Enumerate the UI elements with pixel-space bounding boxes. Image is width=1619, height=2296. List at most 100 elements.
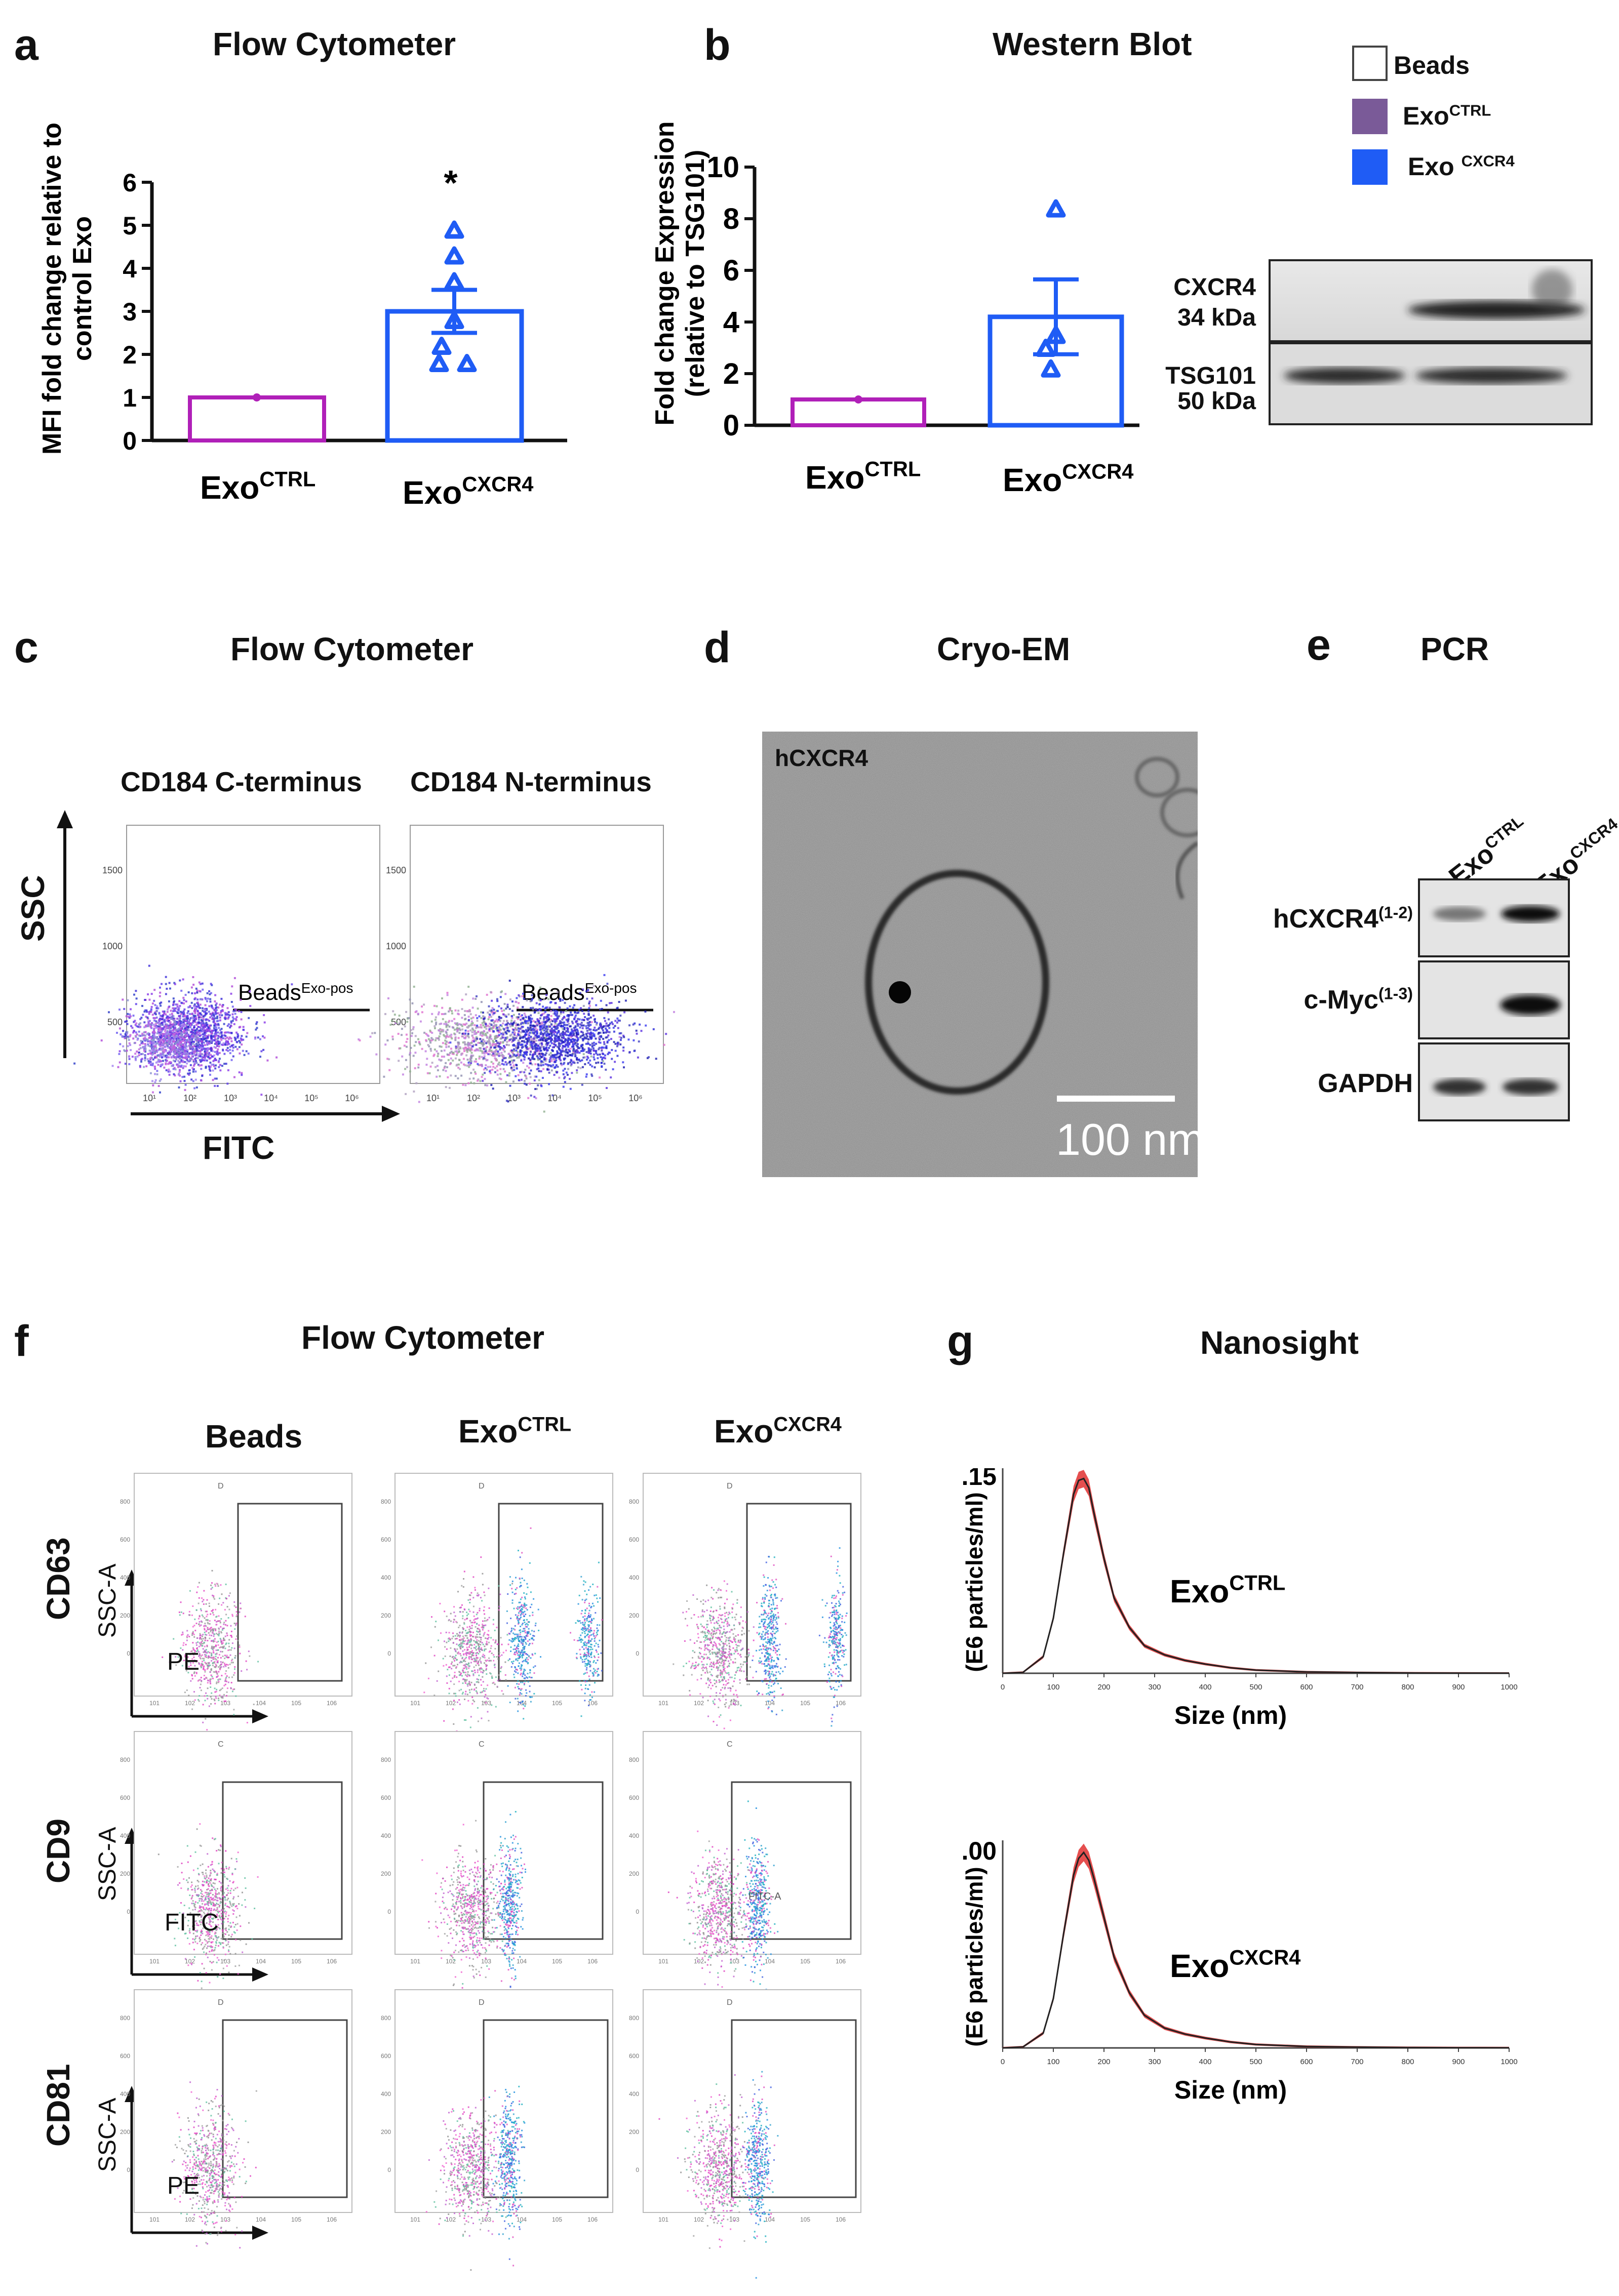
scatter-dot: [588, 1023, 590, 1026]
scatter-dot: [467, 1033, 469, 1035]
scatter-dot: [572, 1061, 574, 1064]
scatter-dot: [206, 1037, 209, 1039]
scatter-dot: [221, 1642, 223, 1644]
scatter-dot: [537, 1058, 539, 1061]
scatter-dot: [665, 1033, 667, 1035]
scatter-dot: [233, 1036, 236, 1039]
scatter-dot: [537, 1057, 539, 1059]
scatter-dot: [147, 993, 149, 995]
scatter-dot: [520, 1036, 523, 1039]
scatter-dot: [189, 1654, 191, 1655]
scatter-dot: [426, 1034, 429, 1036]
scatter-dot: [545, 1030, 548, 1032]
scatter-dot: [425, 1064, 428, 1066]
scatter-dot: [180, 1647, 182, 1649]
scatter-dot: [593, 1015, 595, 1017]
scatter-dot: [601, 1050, 603, 1052]
scatter-dot: [437, 1013, 440, 1016]
scatter-dot: [194, 997, 196, 999]
scatter-dot: [512, 1022, 515, 1025]
scatter-dot: [524, 1074, 526, 1077]
scatter-dot: [182, 1050, 184, 1053]
scatter-dot: [516, 1057, 519, 1059]
scatter-dot: [569, 1087, 572, 1090]
scatter-dot: [158, 1030, 160, 1032]
scatter-dot: [523, 997, 525, 1000]
scatter-dot: [167, 1070, 170, 1073]
scatter-dot: [144, 1038, 147, 1041]
gate-label: BeadsExo-pos: [522, 980, 637, 1005]
scatter-dot: [524, 1014, 527, 1017]
scatter-dot: [167, 1008, 169, 1011]
scatter-dot: [126, 1031, 129, 1033]
scatter-dot: [152, 1031, 154, 1033]
scatter-dot: [202, 1024, 204, 1027]
scatter-dot: [191, 992, 193, 994]
scatter-dot: [189, 1590, 191, 1592]
scatter-dot: [190, 1052, 193, 1054]
scatter-dot: [545, 1042, 548, 1044]
scatter-dot: [466, 1043, 469, 1046]
scatter-dot: [417, 1066, 420, 1069]
scatter-dot: [532, 1029, 534, 1031]
scatter-dot: [227, 1011, 230, 1014]
scatter-dot: [138, 1023, 140, 1026]
scatter-dot: [220, 997, 223, 1000]
scatter-dot: [159, 1038, 161, 1041]
scatter-dot: [446, 992, 449, 994]
scatter-dot: [160, 1001, 163, 1004]
scatter-dot: [196, 1591, 198, 1593]
scatter-dot: [185, 1054, 187, 1057]
scatter-dot: [203, 1059, 205, 1062]
scatter-dot: [178, 1086, 180, 1089]
scatter-dot: [217, 1634, 219, 1635]
scatter-dot: [554, 1021, 557, 1023]
scatter-dot: [225, 1583, 227, 1585]
scatter-dot: [576, 1049, 578, 1052]
scatter-dot: [561, 1026, 563, 1028]
scatter-dot: [213, 1635, 215, 1637]
scatter-dot: [479, 1080, 482, 1082]
scatter-dot: [523, 1058, 526, 1061]
scatter-dot: [219, 1016, 221, 1019]
scatter-dot: [583, 1019, 585, 1021]
scatter-dot: [210, 1032, 213, 1035]
scatter-dot: [215, 1031, 217, 1034]
scatter-dot: [554, 1028, 557, 1030]
scatter-dot: [180, 989, 183, 992]
scatter-dot: [523, 1051, 526, 1054]
scatter-dot: [185, 1048, 187, 1050]
scatter-dot: [122, 998, 124, 1001]
scatter-dot: [448, 1045, 450, 1048]
scatter-dot: [603, 1043, 606, 1045]
scatter-dot: [545, 1049, 548, 1051]
scatter-dot: [608, 1018, 610, 1021]
scatter-dot: [197, 1039, 200, 1041]
scatter-dot: [388, 1069, 391, 1071]
scatter-dot: [192, 1631, 194, 1633]
scatter-dot: [214, 1030, 217, 1032]
scatter-dot: [555, 1040, 557, 1042]
scatter-dot: [194, 1038, 196, 1040]
scatter-dot: [534, 1030, 536, 1033]
scatter-dot: [235, 1016, 238, 1018]
scatter-dot: [175, 1003, 177, 1005]
scatter-dot: [458, 1023, 461, 1025]
scatter-dot: [152, 1045, 154, 1048]
scatter-dot: [152, 1023, 155, 1026]
scatter-dot: [187, 991, 190, 993]
scatter-dot: [550, 1038, 552, 1040]
scatter-dot: [485, 1042, 487, 1044]
scatter-dot: [537, 1022, 540, 1024]
scatter-dot: [217, 1061, 220, 1063]
scatter-dot: [509, 1025, 511, 1028]
scatter-dot: [137, 1026, 140, 1028]
scatter-dot: [435, 1037, 438, 1039]
scatter-dot: [119, 1050, 121, 1053]
scatter-dot: [558, 1037, 561, 1040]
scatter-dot: [590, 1055, 593, 1058]
scatter-dot: [171, 1065, 173, 1067]
scatter-dot: [569, 1054, 571, 1057]
scatter-dot: [150, 1023, 152, 1026]
scatter-dot: [133, 1021, 135, 1023]
